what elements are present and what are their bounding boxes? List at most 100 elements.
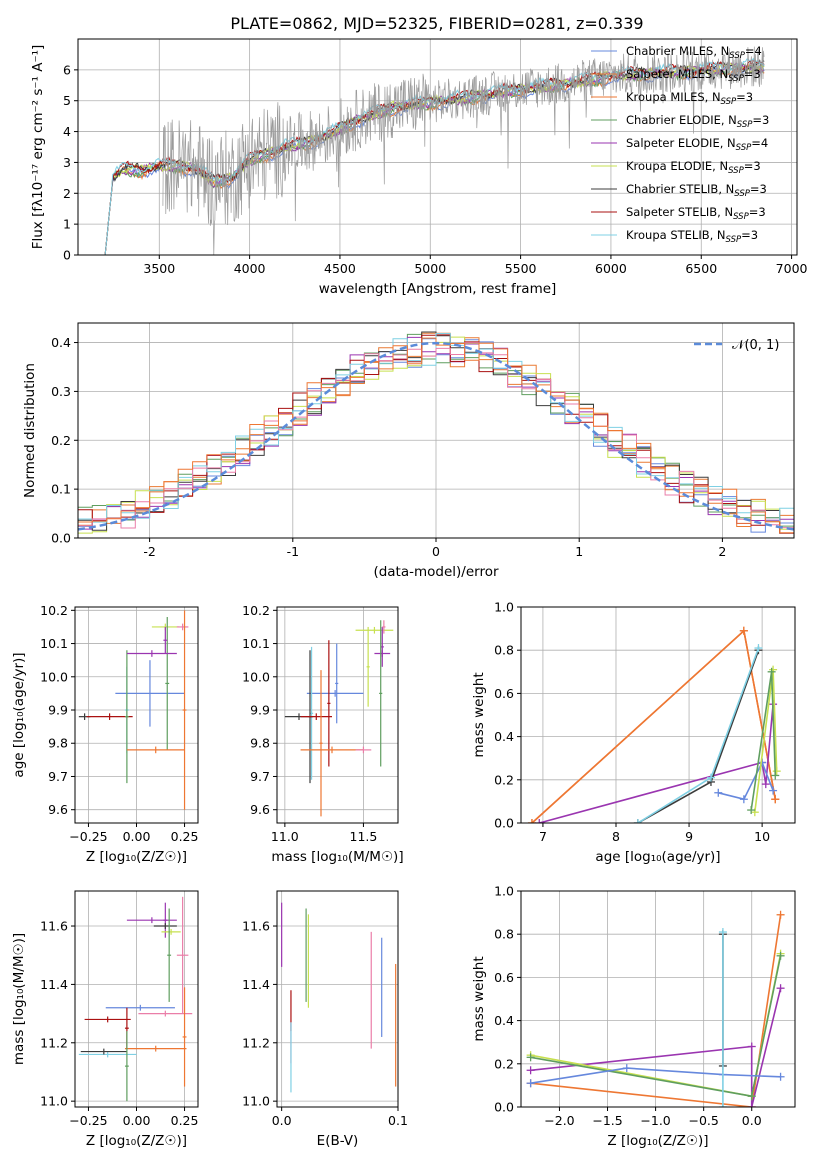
legend-label-text: Chabrier STELIB, N <box>626 182 734 196</box>
mass-weight-marker <box>718 928 727 937</box>
plot-area <box>78 610 189 810</box>
legend-label-text: Kroupa ELODIE, N <box>626 159 728 173</box>
legend-label-tail: =3 <box>744 67 761 81</box>
error-bar-point <box>182 610 187 810</box>
legend-label: Kroupa STELIB, NSSP=3 <box>626 228 758 245</box>
legend-label-sub: SSP <box>733 212 749 222</box>
legend-label-tail: =3 <box>736 90 753 104</box>
y-tick-label: 11.2 <box>242 1035 270 1050</box>
plot-area <box>527 626 781 823</box>
error-bar-point <box>163 626 168 654</box>
x-tick-label: 7000 <box>776 261 808 276</box>
axes-frame <box>77 322 795 539</box>
legend-label-tail: =3 <box>750 182 767 196</box>
x-tick-label: 6000 <box>595 261 627 276</box>
axes-mass_weight_vs_Z: −2.0 −1.5 −1.0 −0.5 0.0 0.0 0.2 0.4 0.6 0.8 1.0 Z [… <box>471 884 796 1149</box>
mass-weight-marker <box>771 795 780 804</box>
mass-weight-marker <box>747 1042 756 1051</box>
axes-frame <box>77 38 798 256</box>
error-bar-point <box>379 620 383 767</box>
observed-spectrum-line <box>162 46 765 255</box>
error-bar-point <box>105 1004 175 1011</box>
axes-frame <box>520 606 796 824</box>
y-tick-label: 10.0 <box>242 669 270 684</box>
error-bar-point <box>153 923 177 929</box>
y-tick-label: 10.0 <box>40 669 68 684</box>
y-tick-label: 10.1 <box>242 636 270 651</box>
axes-mass_vs_Z: −0.25 0.00 0.25 11.0 11.2 11.4 11.6 Z [log₁₀(Z/… <box>11 890 199 1149</box>
legend-label-tail: =3 <box>752 113 769 127</box>
y-tick-label: 9.8 <box>250 736 270 751</box>
y-tick-label: 0.4 <box>494 1013 514 1028</box>
error-bar-point <box>124 1031 129 1102</box>
y-tick-label: 9.7 <box>250 769 270 784</box>
axes-residuals: -2 -1 0 1 2 0.0 0.1 0.2 0.3 0.4 (data-model)/error… <box>22 322 795 580</box>
legend-label-tail: =3 <box>749 205 766 219</box>
legend-label-text: Chabrier ELODIE, N <box>626 113 737 127</box>
error-bar-point <box>165 616 170 750</box>
error-bar-point <box>382 620 386 634</box>
mass-weight-marker <box>526 1079 535 1088</box>
error-bar-point <box>124 1045 187 1052</box>
y-tick-label: 10.2 <box>242 603 270 618</box>
error-bar-point <box>300 746 364 754</box>
axes-mass_vs_EBV: 0.0 0.1 11.0 11.2 11.4 11.6 E(B-V) <box>242 890 408 1149</box>
mass-weight-marker <box>747 806 756 815</box>
axes-mass_weight_vs_age: 7 8 9 10 0.0 0.2 0.4 0.6 0.8 1.0 age [log₁₀(age/yr… <box>471 600 796 865</box>
y-tick-label: 9.7 <box>48 769 68 784</box>
x-tick-label: 0.25 <box>171 1113 199 1128</box>
axes-frame <box>276 890 399 1108</box>
error-bar-point <box>161 928 181 935</box>
y-tick-label: 4 <box>63 124 71 139</box>
error-bar-point <box>124 650 129 784</box>
grid-lines <box>521 890 795 1108</box>
mass-weight-marker <box>776 1072 785 1081</box>
error-bar-point <box>327 640 331 767</box>
mass-weight-marker <box>771 771 780 780</box>
y-tick-label: 0.4 <box>51 335 71 350</box>
error-bar-point <box>78 1051 137 1058</box>
mass-weight-marker <box>769 786 778 795</box>
legend-label-tail: =3 <box>741 228 758 242</box>
mass-weight-marker <box>535 819 544 823</box>
axes-spectrum: 3500 4000 4500 5000 5500 6000 6500 7000 0 1 2 3 4 5 6 w… <box>30 38 808 297</box>
mass-weight-marker <box>706 773 715 782</box>
y-tick-label: 11.4 <box>40 977 68 992</box>
axes-age_vs_mass: 11.0 11.5 9.6 9.7 9.8 9.9 10.0 10.1 10.2 mass [lo… <box>242 603 403 865</box>
legend-label: Salpeter ELODIE, NSSP=4 <box>626 136 768 153</box>
error-bar-point <box>366 626 370 707</box>
y-tick-label: 9.6 <box>48 802 68 817</box>
x-axis-label: E(B-V) <box>317 1133 359 1149</box>
x-tick-label: 0.25 <box>171 829 199 844</box>
x-tick-label: 5000 <box>414 261 446 276</box>
y-tick-label: 1 <box>63 217 71 232</box>
x-tick-label: −1.0 <box>640 1113 670 1128</box>
y-tick-label: 9.9 <box>48 703 68 718</box>
error-bar-point <box>355 746 372 754</box>
plot-area <box>284 620 394 817</box>
x-tick-label: 9 <box>685 829 693 844</box>
legend-label-sub: SSP <box>736 143 752 153</box>
mass-weight-marker <box>718 1103 727 1107</box>
x-tick-label: 0.0 <box>742 1113 762 1128</box>
plot-area <box>78 331 794 538</box>
x-axis-label: (data-model)/error <box>373 564 499 580</box>
y-axis-label: mass weight <box>471 956 487 1041</box>
legend-label-sub: SSP <box>721 97 737 107</box>
y-tick-label: 3 <box>63 155 71 170</box>
y-tick-label: 11.6 <box>242 919 270 934</box>
x-tick-label: 2 <box>718 544 726 559</box>
y-tick-label: 9.9 <box>250 703 270 718</box>
mass-weight-series <box>530 1067 781 1084</box>
y-tick-label: 0.8 <box>494 643 514 658</box>
y-tick-label: 0.0 <box>494 816 514 831</box>
y-axis-label: mass [log₁₀(M/M☉)] <box>11 933 27 1065</box>
y-tick-label: 5 <box>63 93 71 108</box>
grid-lines <box>75 607 198 823</box>
legend-label: Chabrier ELODIE, NSSP=3 <box>626 113 769 130</box>
normal-reference-curve <box>78 341 794 531</box>
legend-label-tail: =4 <box>751 136 768 150</box>
y-tick-label: 0.6 <box>494 686 514 701</box>
mass-weight-series <box>530 914 782 1107</box>
y-tick-label: 10.1 <box>40 636 68 651</box>
